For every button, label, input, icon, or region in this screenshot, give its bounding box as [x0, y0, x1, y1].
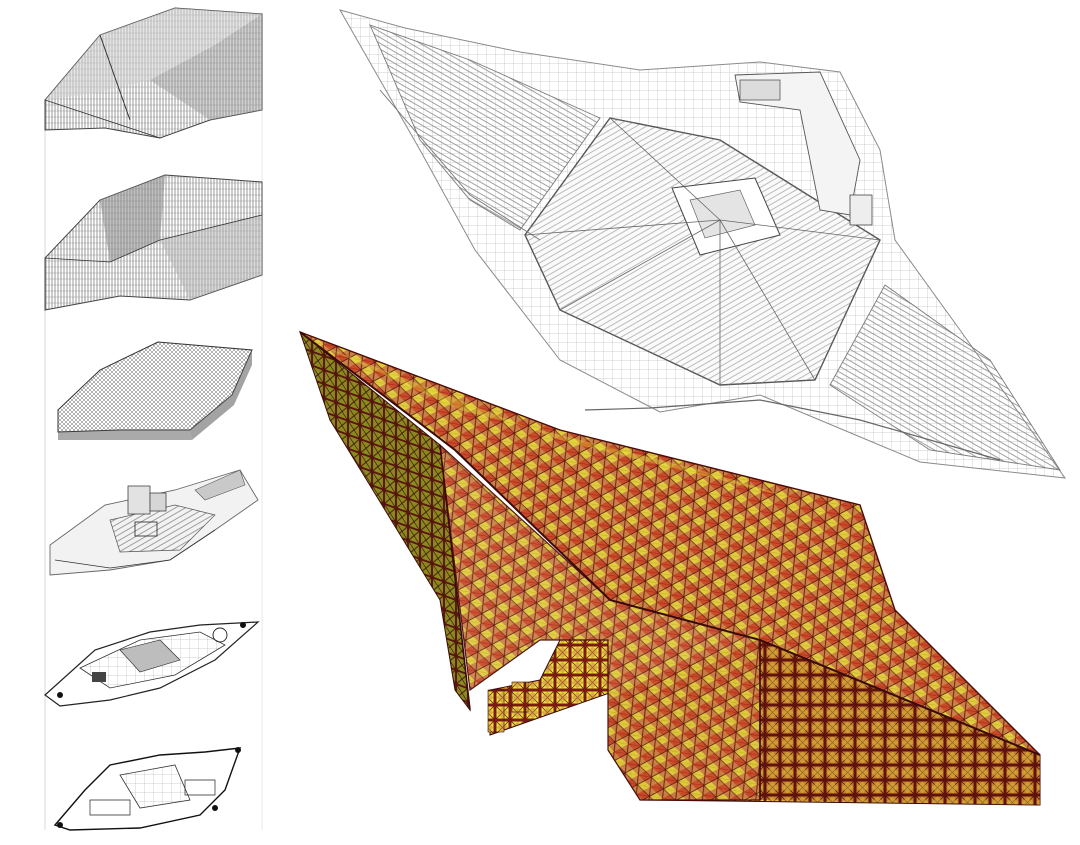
ground-floor-plan — [53, 747, 242, 831]
facade-wall-mesh — [44, 174, 263, 311]
interior-seating-model — [49, 469, 259, 576]
roof-structure-grid — [57, 341, 253, 440]
panelized-roof-render — [298, 330, 1041, 806]
arena-wireframe-plan — [338, 9, 1067, 479]
upper-floor-plan — [44, 621, 260, 707]
roof-skin-mesh — [44, 7, 263, 139]
